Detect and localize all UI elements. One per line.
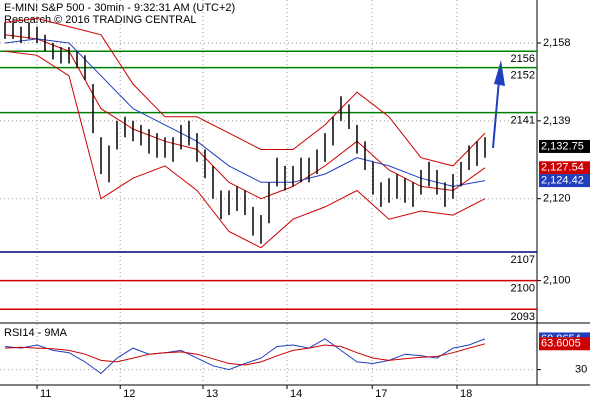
x-tick-label: 11 (40, 388, 51, 400)
price-tag-label: 2,132.75 (541, 140, 584, 152)
price-tag (539, 161, 590, 175)
rsi-tag (539, 337, 590, 351)
level-label: 2100 (511, 283, 535, 295)
level-label: 2156 (511, 53, 535, 65)
y-tick-label: 30 (575, 364, 587, 376)
rsi-tag-label: 63.6005 (541, 338, 581, 350)
level-label: 2141 (511, 115, 535, 127)
x-tick-label: 13 (206, 388, 218, 400)
level-label: 2093 (511, 311, 535, 323)
x-tick-label: 14 (290, 388, 302, 400)
price-tag-label: 2,127.54 (541, 162, 584, 174)
y-tick-label: 2,139 (543, 115, 571, 127)
x-tick-label: 17 (375, 388, 387, 400)
price-tag-label: 2,124.42 (541, 174, 584, 186)
y-tick-label: 2,120 (543, 193, 571, 205)
rsi-line (4, 343, 486, 366)
rsi-line (4, 338, 486, 375)
x-tick-label: 18 (460, 388, 472, 400)
y-tick-label: 2,158 (543, 37, 571, 49)
arrow (492, 79, 500, 149)
chart-title: E-MINI S&P 500 - 30min - 9:32:31 AM (UTC… (4, 2, 235, 14)
price-tag (539, 174, 590, 188)
chart-subtitle: Research © 2016 TRADING CENTRAL (4, 14, 197, 26)
rsi-title: RSI14 - 9MA (4, 327, 68, 339)
arrow-head (494, 60, 505, 86)
indicator-line (4, 17, 486, 167)
level-label: 2152 (511, 70, 535, 82)
x-tick-label: 12 (123, 388, 135, 400)
level-label: 2107 (511, 254, 535, 266)
price-tag (539, 139, 590, 153)
y-tick-label: 2,100 (543, 275, 571, 287)
indicator-line (4, 50, 486, 249)
